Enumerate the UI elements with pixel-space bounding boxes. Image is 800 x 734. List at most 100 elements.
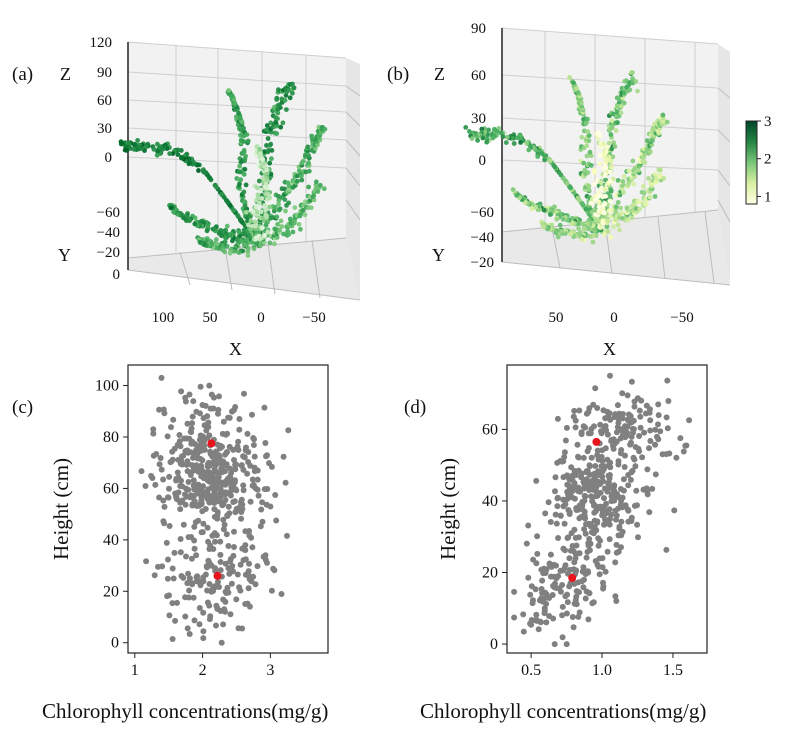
panel-d-point [617,450,624,457]
panel-b-point [646,176,651,181]
panel-c-point [190,450,197,457]
panel-a-point [296,221,302,227]
panel-c-point [189,413,196,420]
panel-a-point [277,227,282,233]
panel-d-point [566,509,573,516]
panel-d-point [580,564,587,571]
panel-d-point [625,518,632,525]
panel-d-point [619,528,626,535]
panel-c-point [242,528,249,535]
panel-a-point [131,146,137,152]
panel-b-point [589,200,595,206]
panel-a-point [309,133,315,139]
panel-d-point [559,634,566,641]
panel-c-point [219,430,226,437]
panel-a-point [306,184,311,190]
panel-b-point [613,208,619,214]
panel-c-point [206,499,213,506]
panel-c-point [247,462,254,469]
panel-b-point [480,135,486,141]
panel-a-point [305,144,311,150]
panel-c-point [174,599,180,606]
panel-d-point [561,449,568,456]
panel-b-point [631,181,637,187]
panel-c-point [226,443,233,450]
panel-d-point [594,452,601,459]
panel-d-point [663,546,670,553]
panel-a-z-tick-label: 90 [97,65,112,81]
panel-a-point [131,142,137,148]
panel-d-point [553,562,559,569]
panel-b-point [608,159,614,164]
panel-b-point [652,172,658,177]
panel-c-point [258,506,265,513]
panel-c-point [264,452,270,459]
panel-c-point [170,416,177,423]
panel-a-point [282,197,288,203]
panel-d-point [579,578,585,585]
panel-c-y-tick-label: 60 [103,480,119,497]
panel-c-point [200,628,207,635]
panel-b-point [637,199,643,205]
panel-d-point [566,583,573,590]
panel-d-point [528,617,535,623]
panel-c-point [164,433,171,440]
panel-c-scatter: (c) 0 20 40 60 80 100 1 2 3 Height (cm) Chlorop… [12,364,329,723]
panel-c-point [235,438,242,445]
panel-d-point [578,474,585,481]
panel-c-point [230,484,237,490]
panel-a-point [267,240,273,246]
panel-c-point [231,498,238,505]
panel-c-point [203,427,210,434]
panel-c-point [248,578,255,585]
panel-a-point [135,138,141,143]
panel-c-point [200,469,207,476]
panel-d-point [671,507,678,514]
panel-b-point [564,181,570,186]
panel-c-point [148,472,155,479]
panel-a-point [264,185,270,191]
panel-b-point [584,153,590,159]
panel-d-point [624,432,631,438]
panel-b-point [586,183,592,189]
panel-a-point [197,239,203,245]
panel-d-point [594,478,601,485]
panel-c-point [220,621,227,628]
panel-c-point [285,427,292,434]
panel-b-point [581,226,587,232]
panel-c-point [236,503,243,510]
panel-c-point [160,406,167,413]
panel-d-point [552,474,559,481]
panel-a-point [254,240,259,246]
panel-c-point [268,587,275,594]
panel-c-point [259,518,266,525]
panel-c-point [229,408,236,415]
panel-c-x-axis-label: Chlorophyll concentrations(mg/g) [42,699,328,723]
panel-c-point [176,432,183,438]
panel-d-point [589,494,596,501]
panel-c-point [207,451,214,457]
panel-a-point [275,221,280,227]
panel-d-point [554,459,561,466]
panel-d-point [606,475,613,482]
panel-b-point [652,194,658,199]
panel-c-point [271,567,278,574]
panel-a-point [258,209,264,215]
panel-a-point [155,141,160,147]
panel-a-point [274,95,280,101]
panel-a-point [277,206,283,212]
panel-b-point [642,152,647,158]
panel-b-point [621,174,627,179]
panel-c-point [220,418,227,425]
panel-c-point [160,476,167,483]
panel-c-point [264,486,271,492]
panel-a-y-axis-label: Y [58,245,71,265]
panel-c-point [210,495,217,502]
panel-b-point [609,118,615,124]
panel-c-point [238,515,245,522]
panel-c-point [240,557,247,564]
panel-b-point [608,169,613,175]
panel-a-point [306,153,311,158]
panel-c-point [249,411,255,418]
panel-b-label: (b) [387,64,409,85]
